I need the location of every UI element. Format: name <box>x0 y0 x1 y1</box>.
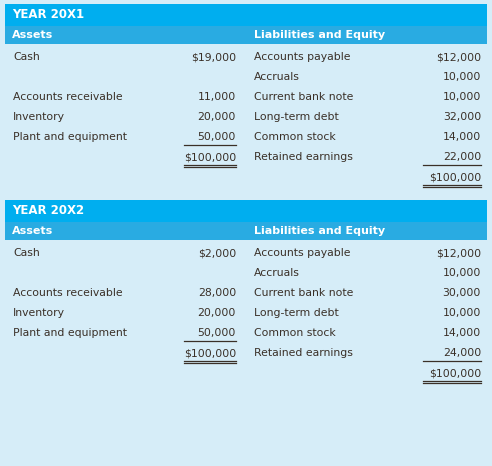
Text: Accounts receivable: Accounts receivable <box>13 92 123 102</box>
Text: 11,000: 11,000 <box>198 92 236 102</box>
Text: Retained earnings: Retained earnings <box>254 348 353 358</box>
Text: Long-term debt: Long-term debt <box>254 308 339 318</box>
Bar <box>5 222 487 240</box>
Text: 20,000: 20,000 <box>198 308 236 318</box>
Text: Current bank note: Current bank note <box>254 288 353 298</box>
Text: Accruals: Accruals <box>254 72 300 82</box>
Text: YEAR 20X1: YEAR 20X1 <box>12 8 84 21</box>
Text: $12,000: $12,000 <box>436 248 481 258</box>
Text: 50,000: 50,000 <box>198 328 236 338</box>
Text: 10,000: 10,000 <box>443 72 481 82</box>
Text: Common stock: Common stock <box>254 328 336 338</box>
Text: Long-term debt: Long-term debt <box>254 112 339 122</box>
Text: 14,000: 14,000 <box>443 132 481 142</box>
Bar <box>5 200 487 222</box>
Text: 20,000: 20,000 <box>198 112 236 122</box>
Text: Accounts receivable: Accounts receivable <box>13 288 123 298</box>
Text: $12,000: $12,000 <box>436 52 481 62</box>
Text: Accruals: Accruals <box>254 268 300 278</box>
Text: Accounts payable: Accounts payable <box>254 52 350 62</box>
Text: Cash: Cash <box>13 248 40 258</box>
Text: $100,000: $100,000 <box>429 172 481 182</box>
Text: Liabilities and Equity: Liabilities and Equity <box>254 226 385 236</box>
Text: 24,000: 24,000 <box>443 348 481 358</box>
Text: Current bank note: Current bank note <box>254 92 353 102</box>
Text: Assets: Assets <box>12 30 53 40</box>
Text: 10,000: 10,000 <box>443 268 481 278</box>
Text: 32,000: 32,000 <box>443 112 481 122</box>
Text: Accounts payable: Accounts payable <box>254 248 350 258</box>
Bar <box>5 26 487 44</box>
Text: 30,000: 30,000 <box>443 288 481 298</box>
Text: Inventory: Inventory <box>13 112 65 122</box>
Text: Common stock: Common stock <box>254 132 336 142</box>
Bar <box>5 4 487 26</box>
Text: 10,000: 10,000 <box>443 92 481 102</box>
Text: $100,000: $100,000 <box>184 152 236 162</box>
Text: $100,000: $100,000 <box>184 348 236 358</box>
Text: Assets: Assets <box>12 226 53 236</box>
Text: 22,000: 22,000 <box>443 152 481 162</box>
Bar <box>5 44 487 190</box>
Text: Cash: Cash <box>13 52 40 62</box>
Text: Plant and equipment: Plant and equipment <box>13 132 127 142</box>
Text: Inventory: Inventory <box>13 308 65 318</box>
Text: Retained earnings: Retained earnings <box>254 152 353 162</box>
Text: 50,000: 50,000 <box>198 132 236 142</box>
Text: $19,000: $19,000 <box>191 52 236 62</box>
Text: $100,000: $100,000 <box>429 368 481 378</box>
Text: YEAR 20X2: YEAR 20X2 <box>12 205 84 218</box>
Bar <box>5 240 487 386</box>
Text: Plant and equipment: Plant and equipment <box>13 328 127 338</box>
Text: $2,000: $2,000 <box>198 248 236 258</box>
Text: Liabilities and Equity: Liabilities and Equity <box>254 30 385 40</box>
Text: 14,000: 14,000 <box>443 328 481 338</box>
Text: 28,000: 28,000 <box>198 288 236 298</box>
Text: 10,000: 10,000 <box>443 308 481 318</box>
